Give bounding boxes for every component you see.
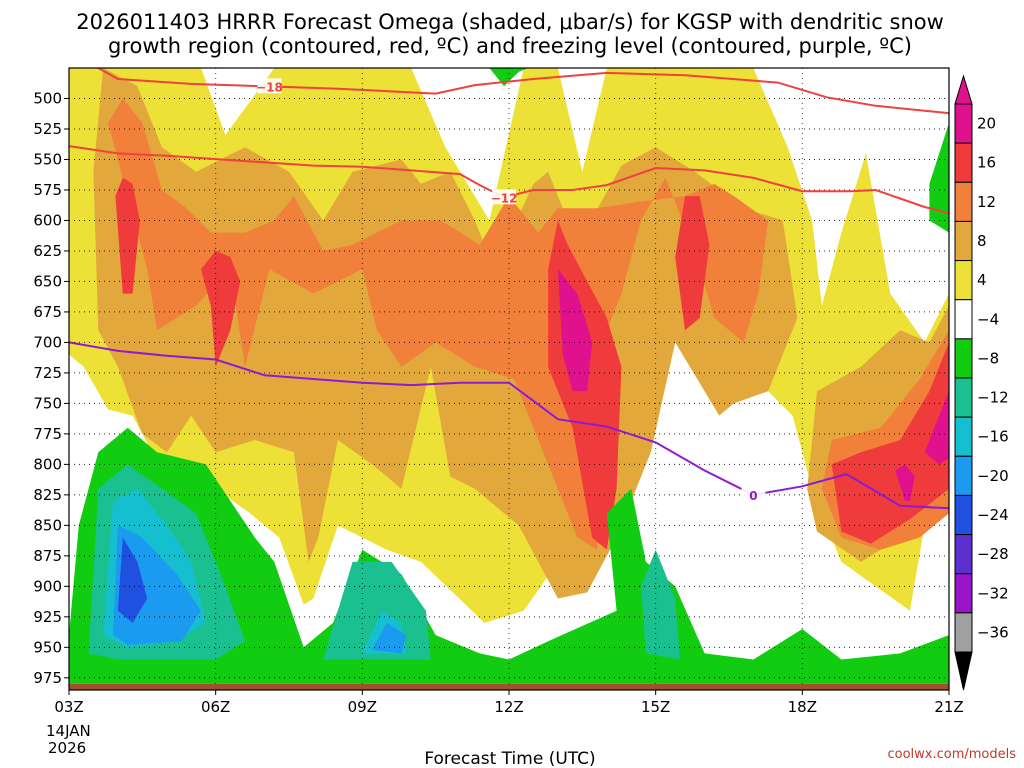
region-omega-green-top <box>489 68 529 87</box>
colorbar-swatch-9 <box>954 455 973 496</box>
credit-link[interactable]: coolwx.com/models <box>887 747 1016 762</box>
region-omega-green-low <box>69 427 949 684</box>
y-tick-label-550: 550 <box>33 150 62 168</box>
x-axis-title: Forecast Time (UTC) <box>424 749 595 768</box>
colorbar-swatch-6 <box>954 338 973 379</box>
contour-zero <box>69 341 949 510</box>
x-tick-label-18Z: 18Z <box>788 698 817 716</box>
colorbar-label-4: 4 <box>977 271 987 289</box>
y-tick-label-825: 825 <box>33 486 62 504</box>
y-tick-label-600: 600 <box>33 211 62 229</box>
colorbar-label-11: −28 <box>977 545 1009 563</box>
y-tick-label-925: 925 <box>33 608 62 626</box>
x-tick-label-09Z: 09Z <box>348 698 377 716</box>
colorbar-label-8: −16 <box>977 428 1009 446</box>
x-tick-label-15Z: 15Z <box>641 698 670 716</box>
y-tick-label-700: 700 <box>33 333 62 351</box>
x-tick-label-21Z: 21Z <box>934 698 963 716</box>
region-omega-green-topright <box>929 122 949 233</box>
contour-minus-12 <box>69 145 949 215</box>
region-omega-blue-left <box>117 537 148 623</box>
colorbar-label-13: −36 <box>977 623 1009 641</box>
y-tick-label-500: 500 <box>33 89 62 107</box>
chart-title-line-1: 2026011403 HRRR Forecast Omega (shaded, … <box>76 10 944 34</box>
region-omega-magenta-2 <box>895 464 915 501</box>
x-date-label-year: 2026 <box>48 739 86 757</box>
region-omega-magenta-3 <box>924 391 949 465</box>
y-tick-label-850: 850 <box>33 516 62 534</box>
colorbar-bottom-arrow <box>954 651 973 691</box>
y-tick-label-675: 675 <box>33 303 62 321</box>
colorbar-top-arrow <box>954 74 973 105</box>
y-tick-label-775: 775 <box>33 425 62 443</box>
colorbar-label-3: 8 <box>977 232 987 250</box>
region-omega-magenta-1 <box>557 269 593 392</box>
colorbar-swatch-0 <box>954 103 973 144</box>
y-tick-label-875: 875 <box>33 547 62 565</box>
region-omega-teal-right <box>641 549 681 660</box>
colorbar-swatch-5 <box>954 299 973 340</box>
y-tick-label-750: 750 <box>33 394 62 412</box>
colorbar-label-1: 16 <box>977 154 996 172</box>
colorbar-swatch-3 <box>954 220 973 262</box>
region-omega-lightblue-mid <box>372 622 407 654</box>
colorbar-label-9: −20 <box>977 467 1009 485</box>
contour-label-minus-12: −12 <box>491 191 518 205</box>
colorbar: 20 16 12 8 4 −4 −8 −12 −16 −20 −24 −28 −32 −36 <box>954 74 1009 691</box>
colorbar-label-12: −32 <box>977 584 1009 602</box>
y-tick-label-525: 525 <box>33 120 62 138</box>
y-tick-label-975: 975 <box>33 669 62 687</box>
region-omega-red-4 <box>675 196 710 331</box>
colorbar-label-10: −24 <box>977 506 1009 524</box>
y-tick-label-900: 900 <box>33 577 62 595</box>
x-tick-label-12Z: 12Z <box>494 698 523 716</box>
colorbar-swatch-2 <box>954 181 973 222</box>
colorbar-swatch-4 <box>954 260 973 301</box>
colorbar-swatch-11 <box>954 534 973 575</box>
y-tick-label-575: 575 <box>33 181 62 199</box>
colorbar-swatch-8 <box>954 416 973 457</box>
y-tick-label-950: 950 <box>33 638 62 656</box>
x-tick-label-03Z: 03Z <box>54 698 83 716</box>
colorbar-swatch-1 <box>954 142 973 183</box>
contour-minus-18 <box>97 68 949 115</box>
x-tick-label-06Z: 06Z <box>201 698 230 716</box>
region-omega-red-1 <box>115 177 140 294</box>
colorbar-label-7: −12 <box>977 389 1009 407</box>
omega-shading <box>69 68 949 684</box>
colorbar-label-2: 12 <box>977 193 996 211</box>
ground-surface-band <box>69 683 949 690</box>
colorbar-swatch-7 <box>954 377 973 418</box>
x-axis: 03Z 06Z 09Z 12Z 15Z 18Z 21Z <box>54 690 964 716</box>
contour-label-bg-minus-12 <box>492 189 517 205</box>
contour-label-zero: 0 <box>749 489 757 503</box>
region-omega-red-2 <box>201 250 241 367</box>
contour-label-bg-zero <box>741 486 766 502</box>
y-tick-label-800: 800 <box>33 455 62 473</box>
colorbar-swatch-12 <box>954 573 973 614</box>
region-omega-red-right <box>831 342 949 544</box>
colorbar-swatch-13 <box>954 612 973 653</box>
x-date-label-month: 14JAN <box>46 722 91 740</box>
chart-title-line-2: growth region (contoured, red, ºC) and f… <box>108 34 912 58</box>
y-tick-label-725: 725 <box>33 364 62 382</box>
y-tick-label-650: 650 <box>33 272 62 290</box>
contour-label-bg-minus-18 <box>257 78 282 94</box>
y-tick-label-625: 625 <box>33 242 62 260</box>
temperature-contours: −18 −12 0 <box>69 68 949 510</box>
contour-label-minus-18: −18 <box>256 80 283 94</box>
colorbar-swatch-10 <box>954 494 973 536</box>
colorbar-label-5: −4 <box>977 310 999 328</box>
region-omega-orange <box>108 98 769 550</box>
y-axis: 500 525 550 575 600 625 650 675 700 725 750 775 800 8… <box>33 89 69 687</box>
colorbar-label-6: −8 <box>977 349 999 367</box>
colorbar-label-0: 20 <box>977 115 996 133</box>
